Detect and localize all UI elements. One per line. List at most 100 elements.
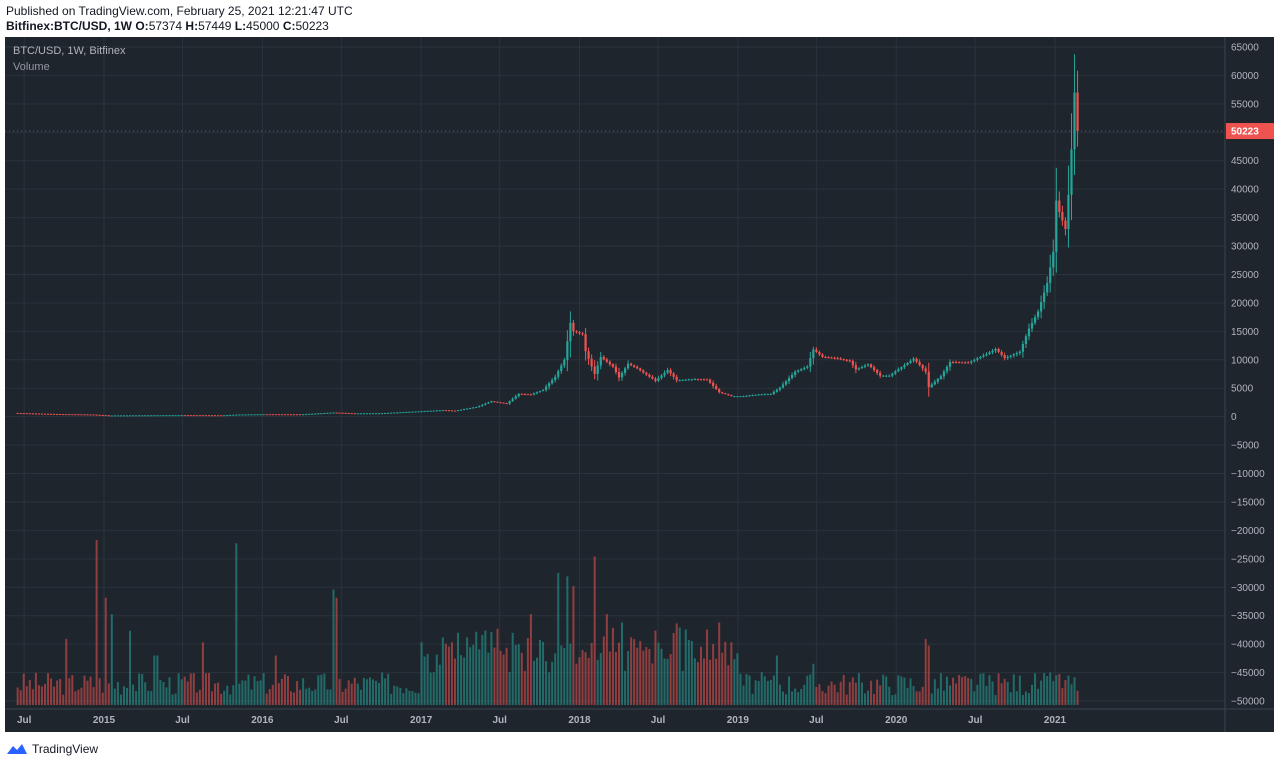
candle-body (675, 376, 678, 381)
candle-body (459, 409, 463, 411)
ohlc-value-3: 50223 (295, 19, 329, 33)
candle-body (797, 370, 800, 372)
candle-body (43, 413, 47, 415)
volume-bar (320, 674, 323, 705)
candle-body (581, 333, 584, 335)
candle-body (168, 415, 171, 417)
candle-body (478, 405, 481, 407)
candle-body (718, 389, 721, 393)
candle-body (444, 410, 447, 412)
candle-body (529, 394, 533, 396)
chart-pane[interactable]: 6500060000550005000045000400003500030000… (5, 37, 1274, 732)
candle-body (654, 378, 657, 381)
candle-body (68, 414, 71, 416)
candle-body (1070, 149, 1073, 195)
volume-bar (557, 573, 560, 705)
candle-body (939, 376, 942, 379)
volume-bar (939, 673, 942, 705)
candle-body (1052, 251, 1055, 268)
candle-body (217, 415, 220, 417)
y-tick-label: 65000 (1231, 43, 1259, 54)
chart-legend-symbol: BTC/USD, 1W, Bitfinex (13, 45, 126, 57)
candle-body (605, 359, 608, 362)
volume-bar (271, 684, 274, 705)
candle-body (308, 413, 311, 415)
candle-body (16, 412, 19, 414)
volume-bar (420, 642, 423, 705)
candle-body (721, 392, 724, 394)
candle-body (505, 403, 508, 405)
candle-body (857, 368, 860, 370)
volume-bar (654, 630, 657, 705)
candle-body (341, 412, 344, 414)
volume-bar (147, 690, 150, 705)
candle-body (450, 410, 454, 412)
volume-bar (645, 647, 648, 705)
volume-bar (906, 687, 909, 705)
candle-body (92, 414, 95, 416)
volume-bar (821, 690, 824, 705)
candle-body (86, 414, 89, 416)
candle-body (414, 411, 417, 413)
candle-body (699, 379, 703, 381)
volume-bar (59, 678, 62, 705)
volume-bar (651, 663, 654, 705)
candle-body (34, 413, 37, 415)
candle-body (101, 414, 104, 416)
volume-bar (812, 663, 815, 705)
volume-bar (156, 655, 159, 705)
volume-bar (411, 691, 414, 705)
candle-body (945, 366, 949, 372)
candle-body (329, 412, 332, 414)
candle-body (499, 402, 502, 404)
candle-body (684, 379, 687, 381)
y-tick-label: 40000 (1231, 185, 1259, 196)
candle-body (241, 414, 244, 416)
volume-bar (842, 674, 845, 705)
volume-bar (891, 695, 894, 705)
volume-bar (608, 651, 611, 705)
candle-body (62, 414, 65, 416)
volume-bar (226, 685, 229, 705)
y-tick-label: 45000 (1231, 156, 1259, 167)
candle-body (150, 415, 153, 417)
volume-bar (927, 645, 930, 705)
candle-body (642, 370, 645, 373)
volume-bar (797, 692, 800, 705)
candle-body (220, 415, 223, 417)
candle-body (748, 395, 751, 397)
volume-bar (915, 691, 918, 705)
volume-bar (1006, 681, 1009, 705)
candle-body (794, 371, 797, 375)
price-chart-svg[interactable]: 6500060000550005000045000400003500030000… (5, 37, 1274, 732)
y-tick-label: 0 (1231, 412, 1237, 423)
volume-bar (945, 676, 948, 705)
candle-body (229, 414, 232, 416)
volume-bar (198, 689, 201, 705)
volume-bar (16, 687, 19, 705)
candle-body (687, 379, 690, 381)
volume-bar (803, 684, 806, 705)
candle-body (1064, 220, 1067, 229)
candle-body (53, 413, 56, 415)
footer-branding[interactable]: TradingView (6, 740, 98, 758)
candle-body (368, 413, 372, 415)
y-tick-label: −10000 (1231, 469, 1265, 480)
candle-body (851, 360, 854, 366)
volume-bar (684, 629, 687, 705)
volume-bar (62, 694, 65, 705)
volume-bar (611, 627, 614, 705)
x-tick-label: 2015 (93, 715, 116, 726)
candle-body (535, 392, 539, 394)
volume-bar (43, 683, 46, 705)
volume-bar (627, 650, 630, 705)
candle-body (888, 375, 891, 377)
volume-bar (350, 683, 353, 705)
candle-body (1030, 322, 1034, 329)
volume-bar (718, 622, 721, 705)
volume-bar (453, 658, 456, 705)
candle-body (144, 415, 147, 417)
volume-bar (554, 653, 557, 705)
volume-bar (624, 670, 627, 705)
candle-body (332, 412, 335, 414)
